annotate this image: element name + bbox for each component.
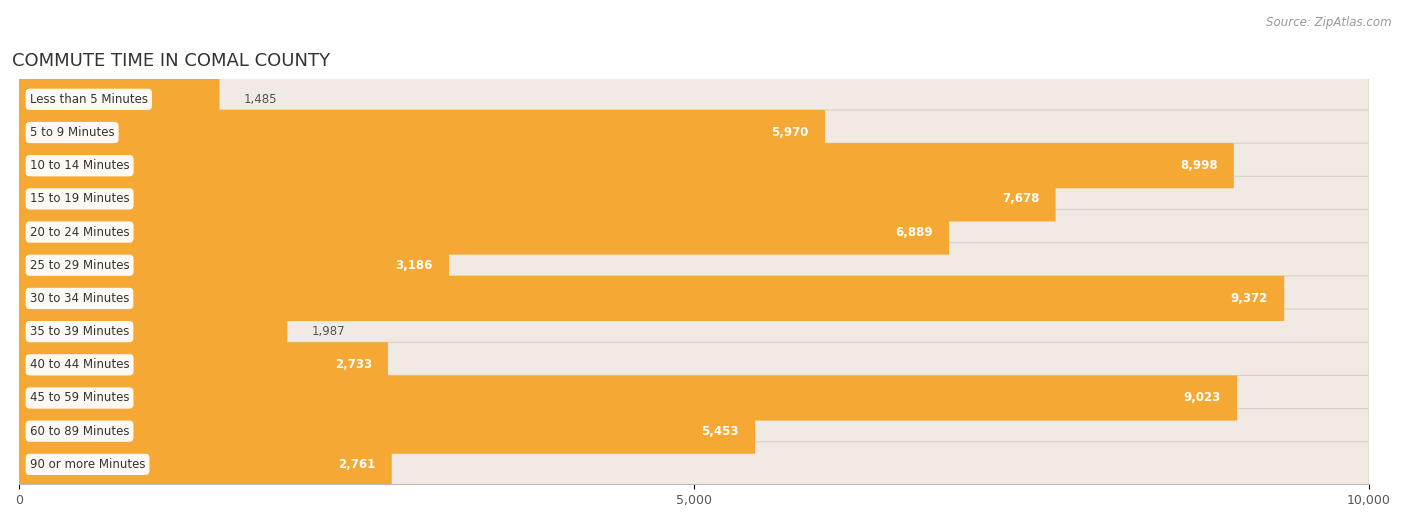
Text: 5 to 9 Minutes: 5 to 9 Minutes	[30, 126, 114, 139]
FancyBboxPatch shape	[20, 442, 392, 487]
FancyBboxPatch shape	[20, 143, 1369, 188]
Text: 5,453: 5,453	[702, 425, 740, 437]
FancyBboxPatch shape	[20, 342, 388, 387]
FancyBboxPatch shape	[20, 442, 1369, 487]
Text: 30 to 34 Minutes: 30 to 34 Minutes	[30, 292, 129, 305]
Text: COMMUTE TIME IN COMAL COUNTY: COMMUTE TIME IN COMAL COUNTY	[13, 52, 330, 69]
Text: 40 to 44 Minutes: 40 to 44 Minutes	[30, 358, 129, 371]
FancyBboxPatch shape	[20, 176, 1056, 221]
FancyBboxPatch shape	[20, 342, 1369, 387]
FancyBboxPatch shape	[20, 209, 949, 255]
FancyBboxPatch shape	[20, 77, 1369, 122]
FancyBboxPatch shape	[20, 375, 1369, 421]
FancyBboxPatch shape	[20, 243, 1369, 288]
Text: 1,485: 1,485	[243, 93, 277, 106]
FancyBboxPatch shape	[20, 143, 1234, 188]
FancyBboxPatch shape	[20, 243, 449, 288]
Text: 1,987: 1,987	[312, 325, 346, 338]
FancyBboxPatch shape	[20, 209, 1369, 255]
FancyBboxPatch shape	[20, 276, 1369, 321]
FancyBboxPatch shape	[20, 409, 1369, 454]
FancyBboxPatch shape	[20, 110, 1369, 155]
Text: Less than 5 Minutes: Less than 5 Minutes	[30, 93, 148, 106]
Text: 90 or more Minutes: 90 or more Minutes	[30, 458, 145, 471]
FancyBboxPatch shape	[20, 176, 1369, 221]
FancyBboxPatch shape	[20, 110, 825, 155]
FancyBboxPatch shape	[20, 276, 1284, 321]
Text: 7,678: 7,678	[1002, 193, 1039, 205]
Text: 15 to 19 Minutes: 15 to 19 Minutes	[30, 193, 129, 205]
FancyBboxPatch shape	[20, 77, 219, 122]
Text: 2,761: 2,761	[339, 458, 375, 471]
Text: 60 to 89 Minutes: 60 to 89 Minutes	[30, 425, 129, 437]
Text: 10 to 14 Minutes: 10 to 14 Minutes	[30, 159, 129, 172]
Text: 6,889: 6,889	[896, 226, 932, 239]
Text: 8,998: 8,998	[1180, 159, 1218, 172]
Text: Source: ZipAtlas.com: Source: ZipAtlas.com	[1267, 16, 1392, 29]
Text: 9,023: 9,023	[1184, 392, 1220, 405]
Text: 5,970: 5,970	[772, 126, 808, 139]
Text: 25 to 29 Minutes: 25 to 29 Minutes	[30, 259, 129, 272]
Text: 45 to 59 Minutes: 45 to 59 Minutes	[30, 392, 129, 405]
FancyBboxPatch shape	[20, 309, 1369, 354]
Text: 9,372: 9,372	[1230, 292, 1268, 305]
Text: 35 to 39 Minutes: 35 to 39 Minutes	[30, 325, 129, 338]
Text: 3,186: 3,186	[395, 259, 433, 272]
Text: 2,733: 2,733	[335, 358, 371, 371]
FancyBboxPatch shape	[20, 409, 755, 454]
FancyBboxPatch shape	[20, 309, 287, 354]
FancyBboxPatch shape	[20, 375, 1237, 421]
Text: 20 to 24 Minutes: 20 to 24 Minutes	[30, 226, 129, 239]
